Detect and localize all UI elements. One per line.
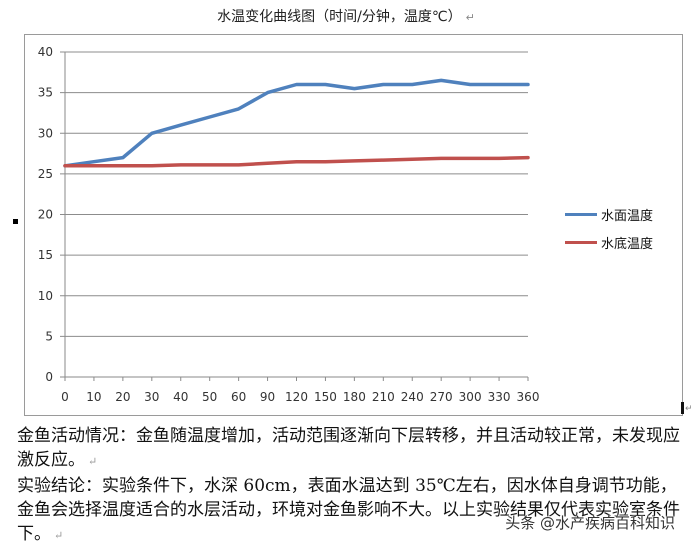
x-tick-label: 60 <box>231 390 246 404</box>
legend-label: 水面温度 <box>601 208 654 224</box>
legend-swatch-blue-icon <box>565 212 597 216</box>
y-tick-label: 30 <box>38 126 53 140</box>
legend-item-surface: 水面温度 <box>565 200 653 228</box>
y-tick-label: 25 <box>38 167 53 181</box>
paragraph-mark-icon: ↵ <box>54 529 64 542</box>
paragraph-mark-icon: ↵ <box>88 455 98 468</box>
x-tick-label: 20 <box>115 390 130 404</box>
y-tick-label: 0 <box>45 370 53 384</box>
paragraph-mark-icon: ↵ <box>685 404 692 414</box>
y-tick-label: 35 <box>38 86 53 100</box>
observation-text: 金鱼活动情况：金鱼随温度增加，活动范围逐渐向下层转移，并且活动较正常，未发现应激… <box>17 426 680 470</box>
x-tick-label: 120 <box>285 390 308 404</box>
bullet-marker <box>13 219 18 224</box>
x-tick-label: 30 <box>144 390 159 404</box>
watermark: 头条 @水产疾病百科知识 <box>505 514 675 532</box>
series-line <box>63 155 530 168</box>
chart-title-text: 水温变化曲线图（时间/分钟，温度℃） <box>217 9 462 25</box>
x-tick-label: 180 <box>343 390 366 404</box>
chart-legend: 水面温度 水底温度 <box>565 200 653 256</box>
x-tick-label: 210 <box>372 390 395 404</box>
x-tick-label: 300 <box>459 390 482 404</box>
body-text: 金鱼活动情况：金鱼随温度增加，活动范围逐渐向下层转移，并且活动较正常，未发现应激… <box>17 424 685 548</box>
y-tick-label: 5 <box>45 329 53 343</box>
chart-title: 水温变化曲线图（时间/分钟，温度℃） ↵ <box>0 6 692 26</box>
x-tick-label: 90 <box>260 390 275 404</box>
legend-swatch-red-icon <box>565 240 597 244</box>
legend-item-bottom: 水底温度 <box>565 228 653 256</box>
chart-frame <box>24 34 683 416</box>
legend-label: 水底温度 <box>601 236 654 252</box>
series-line <box>63 78 530 168</box>
conclusion-text: 实验结论：实验条件下，水深 60cm，表面水温达到 35℃左右，因水体自身调节功… <box>17 476 680 544</box>
line-chart-plot: 0 5 10 15 20 25 30 35 40 0 10 20 30 40 50 60 90 120 150 180… <box>38 45 540 404</box>
text-cursor-icon <box>681 402 684 414</box>
x-tick-label: 40 <box>173 390 188 404</box>
y-tick-label: 10 <box>38 289 53 303</box>
y-tick-label: 15 <box>38 248 53 262</box>
paragraph-mark-icon: ↵ <box>465 11 475 24</box>
conclusion-paragraph: 实验结论：实验条件下，水深 60cm，表面水温达到 35℃左右，因水体自身调节功… <box>17 474 685 548</box>
y-tick-label: 40 <box>38 45 53 59</box>
x-tick-label: 330 <box>488 390 511 404</box>
x-tick-label: 50 <box>202 390 217 404</box>
y-tick-label: 20 <box>38 208 53 222</box>
x-tick-label: 150 <box>314 390 337 404</box>
x-tick-label: 0 <box>61 390 69 404</box>
x-tick-label: 270 <box>430 390 453 404</box>
x-tick-label: 360 <box>517 390 540 404</box>
observation-paragraph: 金鱼活动情况：金鱼随温度增加，活动范围逐渐向下层转移，并且活动较正常，未发现应激… <box>17 424 685 474</box>
x-tick-label: 240 <box>401 390 424 404</box>
x-tick-label: 10 <box>86 390 101 404</box>
